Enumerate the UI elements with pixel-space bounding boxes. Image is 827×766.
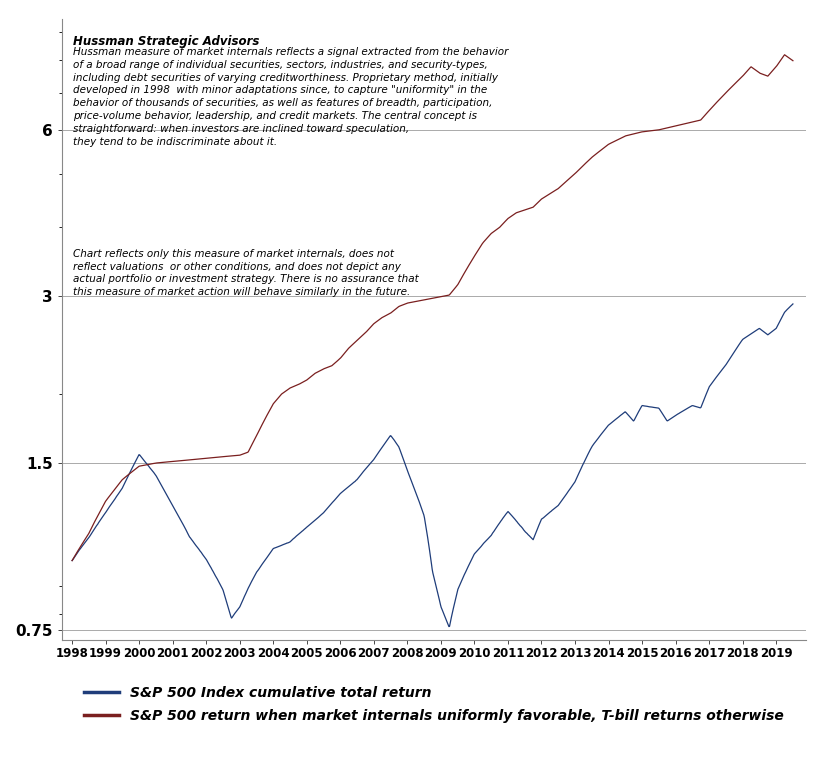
Legend: S&P 500 Index cumulative total return, S&P 500 return when market internals unif: S&P 500 Index cumulative total return, S… — [79, 680, 790, 728]
Text: Hussman Strategic Advisors: Hussman Strategic Advisors — [73, 34, 260, 47]
Text: Chart reflects only this measure of market internals, does not
reflect valuation: Chart reflects only this measure of mark… — [73, 249, 419, 297]
Text: Hussman measure of market internals reflects a signal extracted from the behavio: Hussman measure of market internals refl… — [73, 47, 509, 146]
